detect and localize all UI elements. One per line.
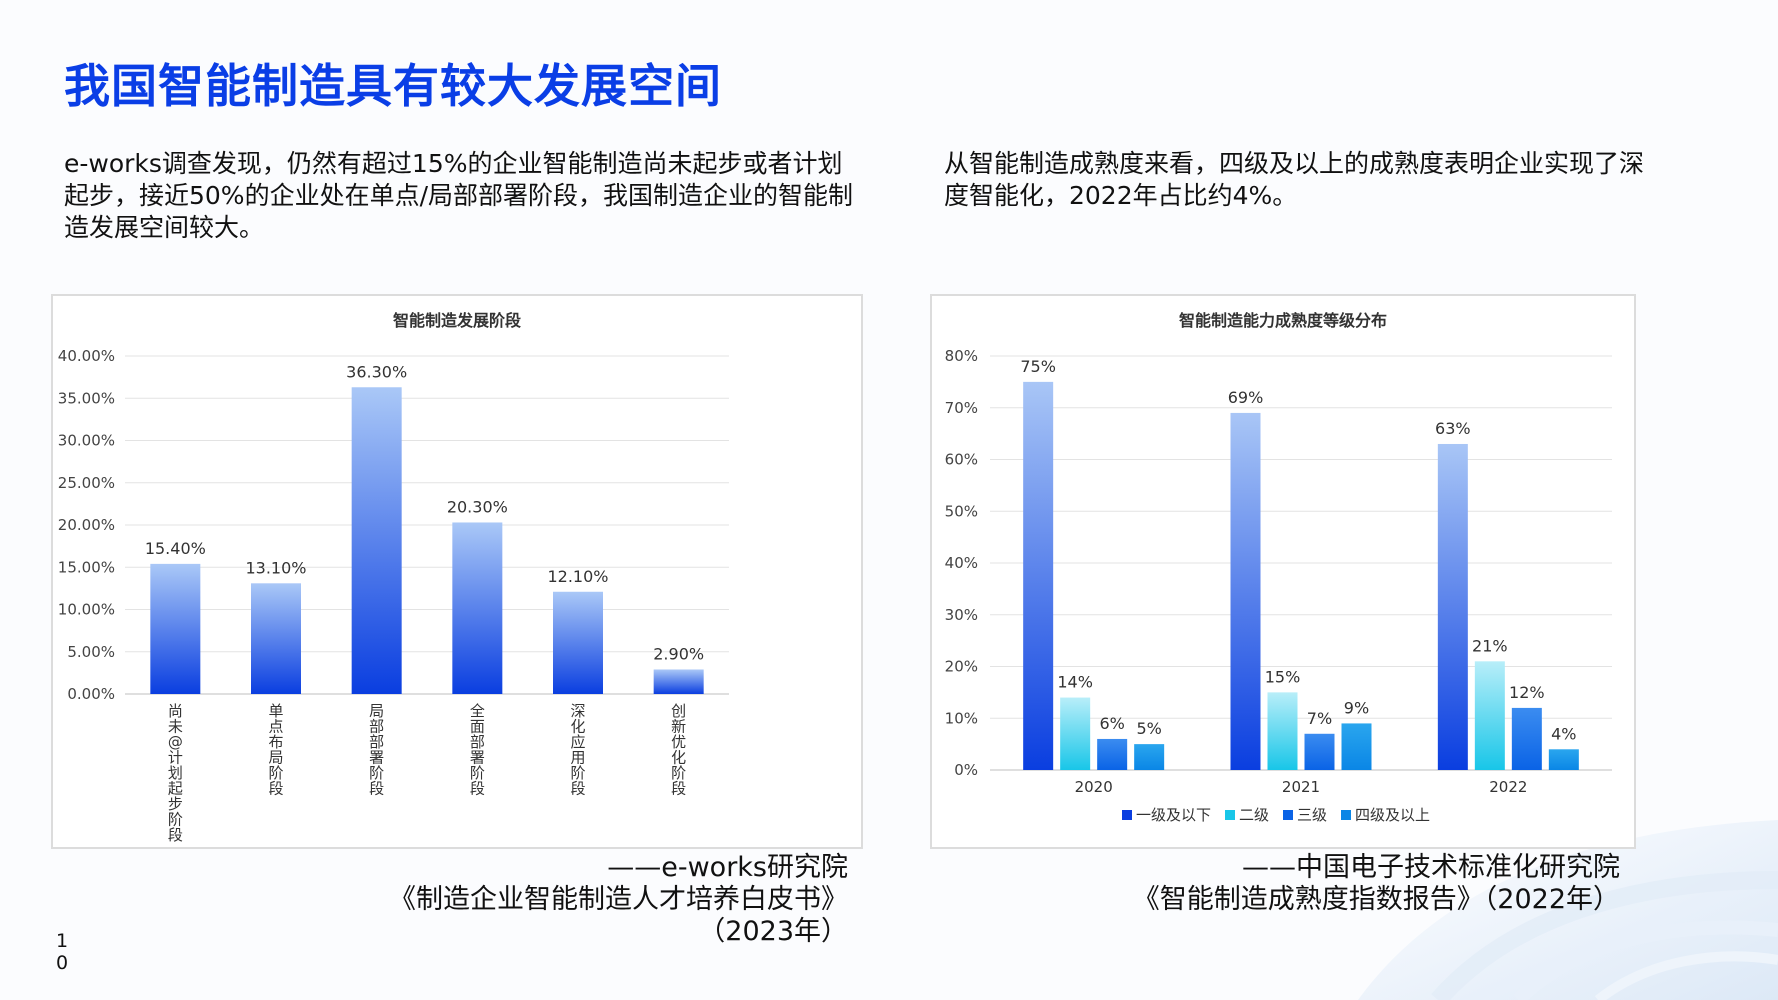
y-tick-label: 20.00% — [58, 516, 115, 534]
data-label: 14% — [1057, 673, 1093, 692]
source-line: 《制造企业智能制造人才培养白皮书》 — [389, 884, 848, 915]
bar — [1474, 661, 1505, 770]
page-title: 我国智能制造具有较大发展空间 — [64, 59, 722, 113]
data-label: 20.30% — [447, 497, 508, 516]
bar — [150, 563, 201, 694]
legend-label: 二级 — [1239, 806, 1269, 824]
legend-swatch — [1225, 810, 1235, 820]
bar — [1548, 749, 1579, 770]
legend-swatch — [1341, 810, 1351, 820]
bar — [553, 591, 603, 694]
y-tick-label: 5.00% — [67, 643, 115, 661]
legend-label: 一级及以下 — [1136, 806, 1211, 824]
chart-title: 智能制造发展阶段 — [393, 311, 522, 330]
data-label: 15.40% — [145, 539, 206, 558]
data-label: 15% — [1265, 667, 1301, 686]
legend-label: 三级 — [1297, 806, 1327, 824]
source-line: （2023年） — [698, 916, 848, 947]
x-category-label: 深化应用阶段 — [570, 702, 585, 798]
x-category-label: 2021 — [1282, 778, 1320, 796]
legend-item: 四级及以上 — [1341, 806, 1430, 824]
data-label: 4% — [1551, 724, 1576, 743]
legend-item: 一级及以下 — [1122, 806, 1211, 824]
right-description: 从智能制造成熟度来看，四级及以上的成熟度表明企业实现了深度智能化，2022年占比… — [944, 149, 1645, 210]
data-label: 63% — [1435, 419, 1471, 438]
right-source-citation: ——中国电子技术标准化研究院 《智能制造成熟度指数报告》（2022年） — [920, 852, 1620, 916]
y-tick-label: 50% — [945, 502, 978, 520]
bar — [1267, 692, 1298, 770]
legend-item: 二级 — [1225, 806, 1269, 824]
source-line: ——e-works研究院 — [607, 852, 848, 883]
y-tick-label: 40.00% — [58, 347, 115, 365]
x-category-label: 局部部署阶段 — [369, 702, 384, 798]
bar — [1511, 707, 1542, 770]
data-label: 9% — [1344, 698, 1369, 717]
x-category-label: 单点布局阶段 — [268, 702, 283, 798]
data-label: 36.30% — [346, 362, 407, 381]
y-tick-label: 30% — [945, 606, 978, 624]
data-label: 6% — [1099, 714, 1124, 733]
x-category-label: 2020 — [1075, 778, 1113, 796]
bar — [1097, 738, 1128, 770]
data-label: 13.10% — [245, 558, 306, 577]
legend-item: 三级 — [1283, 806, 1327, 824]
x-category-label: 创新优化阶段 — [671, 702, 686, 798]
y-tick-label: 35.00% — [58, 389, 115, 407]
page-number: 10 — [56, 930, 69, 974]
y-tick-label: 15.00% — [58, 558, 115, 576]
x-category-label: 尚未@计划起步阶段 — [168, 702, 183, 844]
y-tick-label: 0.00% — [67, 685, 115, 703]
left-description: e-works调查发现，仍然有超过15%的企业智能制造尚未起步或者计划起步，接近… — [64, 149, 853, 242]
bar — [1023, 381, 1054, 770]
chart-title: 智能制造能力成熟度等级分布 — [1179, 311, 1387, 330]
x-category-label: 2022 — [1489, 778, 1527, 796]
y-tick-label: 70% — [945, 399, 978, 417]
y-tick-label: 25.00% — [58, 474, 115, 492]
bar — [1134, 744, 1165, 770]
legend-swatch — [1122, 810, 1132, 820]
data-label: 69% — [1228, 388, 1264, 407]
y-tick-label: 40% — [945, 554, 978, 572]
source-line: 《智能制造成熟度指数报告》（2022年） — [1132, 884, 1620, 915]
maturity-level-chart: 智能制造能力成熟度等级分布 0% 10% 20% 30% 40% 50% 60% 70% 80%… — [930, 294, 1636, 849]
y-tick-label: 10% — [945, 709, 978, 727]
source-line: ——中国电子技术标准化研究院 — [1242, 852, 1620, 883]
data-label: 5% — [1136, 719, 1161, 738]
bar — [251, 583, 301, 694]
data-label: 75% — [1020, 357, 1056, 376]
y-tick-label: 10.00% — [58, 601, 115, 619]
data-label: 2.90% — [653, 644, 704, 663]
bar — [1341, 723, 1372, 770]
bar — [351, 387, 402, 694]
bar — [1437, 443, 1468, 770]
maturity-level-chart-svg: 智能制造能力成熟度等级分布 0% 10% 20% 30% 40% 50% 60% 70% 80%… — [945, 311, 1612, 824]
development-stage-chart-svg: 智能制造发展阶段 0.00% 5.00% 10.00% 15.00% 20.00% 25.… — [58, 311, 729, 844]
legend-swatch — [1283, 810, 1293, 820]
bar — [1304, 733, 1335, 770]
x-category-label: 全面部署阶段 — [470, 702, 485, 798]
data-label: 7% — [1307, 709, 1332, 728]
data-label: 12.10% — [547, 567, 608, 586]
bar — [653, 669, 704, 694]
development-stage-chart: 智能制造发展阶段 0.00% 5.00% 10.00% 15.00% 20.00% 25.… — [51, 294, 863, 849]
y-tick-label: 0% — [954, 761, 978, 779]
y-tick-label: 20% — [945, 658, 978, 676]
bar — [452, 522, 503, 694]
y-tick-label: 60% — [945, 451, 978, 469]
legend-label: 四级及以上 — [1355, 806, 1430, 824]
data-label: 21% — [1472, 636, 1508, 655]
y-tick-label: 30.00% — [58, 432, 115, 450]
y-tick-label: 80% — [945, 347, 978, 365]
bar — [1060, 697, 1091, 770]
left-source-citation: ——e-works研究院 《制造企业智能制造人才培养白皮书》 （2023年） — [248, 852, 848, 948]
data-label: 12% — [1509, 683, 1545, 702]
bar — [1230, 412, 1261, 770]
